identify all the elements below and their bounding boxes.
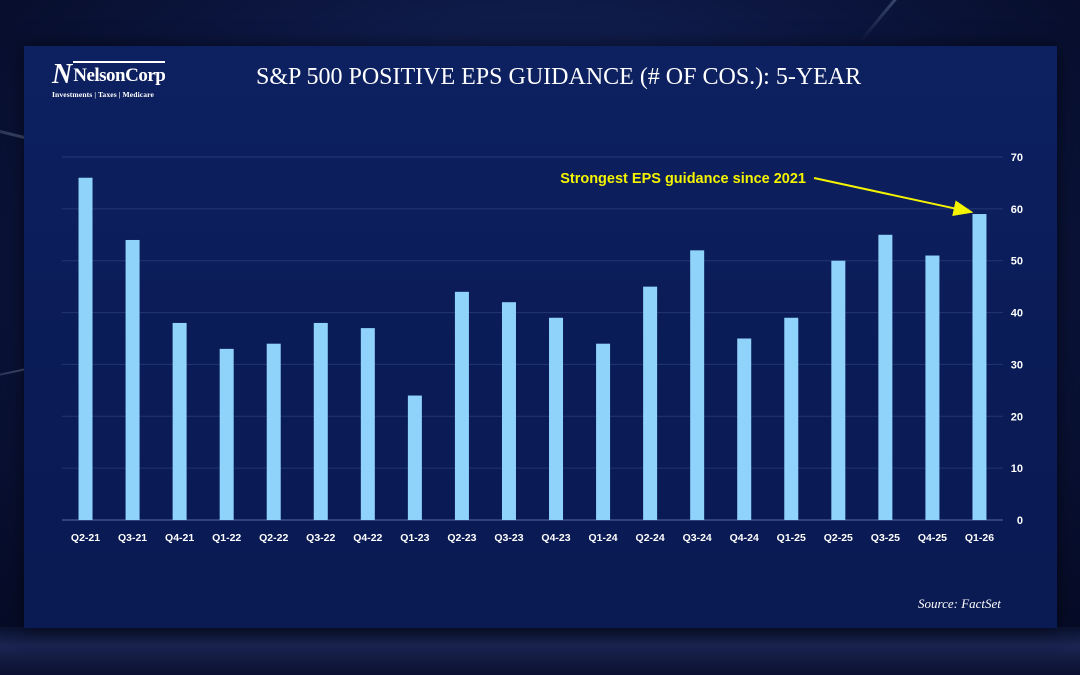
- x-tick-label: Q1-26: [965, 532, 994, 544]
- bar: [266, 343, 281, 520]
- x-tick-label: Q2-25: [824, 532, 853, 544]
- bar: [972, 214, 987, 521]
- y-tick-label: 70: [1011, 152, 1023, 164]
- x-tick-label: Q4-23: [541, 532, 570, 544]
- bar: [78, 177, 93, 520]
- bar: [219, 348, 234, 520]
- y-tick-label: 30: [1011, 359, 1023, 371]
- x-tick-label: Q3-22: [306, 532, 335, 544]
- x-tick-label: Q4-21: [165, 532, 194, 544]
- x-tick-label: Q4-25: [918, 532, 947, 544]
- bar: [925, 255, 940, 520]
- x-tick-label: Q2-23: [447, 532, 476, 544]
- x-tick-label: Q2-24: [636, 532, 665, 544]
- bar: [596, 343, 611, 520]
- bar: [407, 395, 422, 520]
- bar: [172, 322, 187, 520]
- x-tick-label: Q1-24: [588, 532, 617, 544]
- x-tick-label: Q1-23: [400, 532, 429, 544]
- x-tick-label: Q3-21: [118, 532, 147, 544]
- bar: [690, 250, 705, 521]
- bar: [549, 317, 564, 520]
- x-tick-label: Q4-22: [353, 532, 382, 544]
- bar: [454, 291, 469, 520]
- logo-mark: N: [52, 59, 73, 90]
- y-tick-label: 0: [1017, 515, 1023, 527]
- x-tick-label: Q3-24: [683, 532, 712, 544]
- y-tick-label: 60: [1011, 204, 1023, 216]
- y-tick-label: 20: [1011, 411, 1023, 423]
- x-tick-label: Q3-23: [494, 532, 523, 544]
- bar: [831, 260, 846, 520]
- chart-title: S&P 500 POSITIVE EPS GUIDANCE (# OF COS.…: [256, 64, 862, 90]
- source-note: Source: FactSet: [918, 596, 1001, 611]
- logo-tagline: Investments | Taxes | Medicare: [52, 90, 154, 99]
- annotation-arrow: [813, 177, 974, 217]
- annotation-text: Strongest EPS guidance since 2021: [560, 171, 806, 187]
- x-tick-label: Q3-25: [871, 532, 900, 544]
- bar: [501, 302, 516, 520]
- bar: [125, 239, 140, 520]
- x-tick-label: Q2-22: [259, 532, 288, 544]
- x-tick-label: Q4-24: [730, 532, 759, 544]
- bar: [360, 328, 375, 520]
- bar: [313, 322, 328, 520]
- y-tick-label: 50: [1011, 256, 1023, 268]
- bar: [878, 234, 893, 521]
- bar: [784, 317, 799, 520]
- x-tick-label: Q1-22: [212, 532, 241, 544]
- y-tick-label: 40: [1011, 308, 1023, 320]
- logo-name: NelsonCorp: [73, 61, 166, 89]
- background-floor: [0, 627, 1080, 675]
- x-tick-label: Q2-21: [71, 532, 100, 544]
- y-tick-label: 10: [1011, 463, 1023, 475]
- x-tick-label: Q1-25: [777, 532, 806, 544]
- bar: [737, 338, 752, 520]
- company-logo: N NelsonCorp Investments | Taxes | Medic…: [52, 59, 186, 102]
- bar: [643, 286, 658, 520]
- logo-wordmark: N NelsonCorp: [52, 59, 166, 90]
